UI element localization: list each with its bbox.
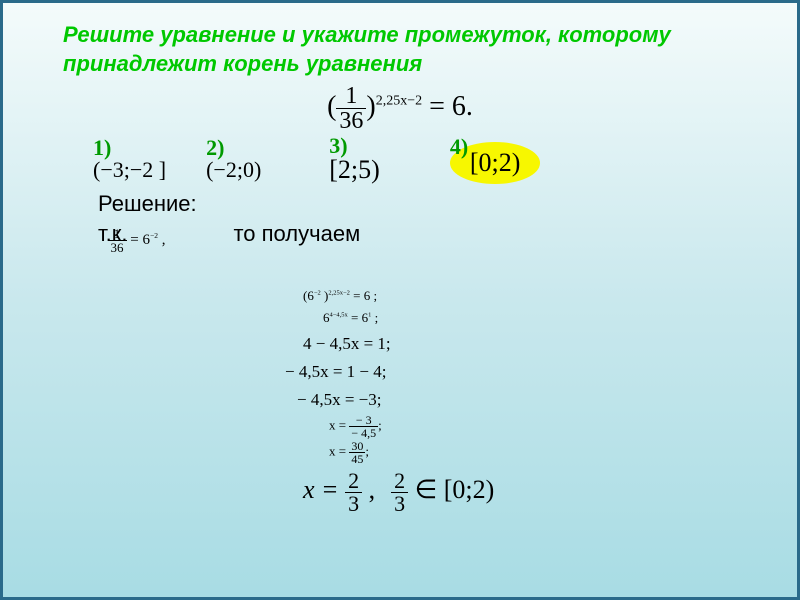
option-3: 3) [2;5) <box>329 141 380 185</box>
tk-exp: −2 <box>150 231 158 240</box>
step-2: 64−4,5x = 61 ; <box>323 308 494 329</box>
step-7: x = 3045; <box>329 440 494 465</box>
bset: [0;2) <box>444 475 495 504</box>
opt2-num: 2) <box>206 135 224 161</box>
step-1: (6−2 )2,25x−2 = 6 ; <box>303 286 494 307</box>
fn: 2 <box>345 470 362 493</box>
tk-den: 36 <box>108 241 127 254</box>
step-4: − 4,5x = 1 − 4; <box>285 358 494 385</box>
opt4-interval: [0;2) <box>470 148 521 177</box>
tk-equation: 136 = 6−2 , <box>108 227 166 254</box>
option-2: 2) (−2;0) <box>206 143 261 183</box>
s1a: (6 <box>303 288 314 303</box>
s2c: ; <box>371 310 378 325</box>
opt3-interval: [2;5) <box>329 155 380 185</box>
s6d: − 4,5 <box>349 427 378 439</box>
frac-den: 36 <box>336 109 366 133</box>
s6s: ; <box>378 418 382 433</box>
since-row: т.к. 136 = 6−2 , то получаем <box>3 221 797 254</box>
lparen: ( <box>327 91 336 122</box>
opt3-num: 3) <box>329 133 347 159</box>
main-exponent: 2,25x−2 <box>376 94 422 109</box>
step-6: x = − 3− 4,5; <box>329 414 494 439</box>
opt4-num: 4) <box>450 134 468 160</box>
bin: ∈ <box>415 475 444 504</box>
then-text: то получаем <box>233 221 360 247</box>
main-fraction: 136 <box>336 84 366 133</box>
s6frac: − 3− 4,5 <box>349 414 378 439</box>
s7s: ; <box>365 444 369 459</box>
s1e2: 2,25x−2 <box>328 290 350 297</box>
s1e1: −2 <box>314 290 321 297</box>
tk-comma: , <box>158 232 166 248</box>
tk-fraction: 136 <box>108 227 127 254</box>
s2b: = 6 <box>348 310 368 325</box>
tk-num: 1 <box>108 227 127 241</box>
flhs: x = <box>303 475 345 504</box>
fc: , <box>362 475 375 504</box>
rparen: ) <box>366 91 375 122</box>
option-1: 1) (−3;−2 ] <box>93 143 166 183</box>
s6l: x = <box>329 418 349 433</box>
bd: 3 <box>391 493 408 515</box>
bn: 2 <box>391 470 408 493</box>
final-eq: x = 23 , <box>303 469 375 515</box>
option-4: 4) [0;2) <box>450 142 541 184</box>
s7d: 45 <box>349 453 365 465</box>
tk-eq: = 6 <box>127 232 150 248</box>
s7l: x = <box>329 444 349 459</box>
final-answer: x = 23 , 23 ∈ [0;2) <box>303 469 494 515</box>
opt1-num: 1) <box>93 135 111 161</box>
step-5: − 4,5x = −3; <box>297 386 494 413</box>
main-equation: (136)2,25x−2 = 6. <box>3 84 797 133</box>
options-row: 1) (−3;−2 ] 2) (−2;0) 3) [2;5) 4) [0;2) <box>3 141 797 185</box>
bfrac: 23 <box>391 470 408 515</box>
step-3: 4 − 4,5x = 1; <box>303 330 494 357</box>
s7frac: 3045 <box>349 440 365 465</box>
slide-title: Решите уравнение и укажите промежуток, к… <box>3 3 797 82</box>
fd: 3 <box>345 493 362 515</box>
solution-label: Решение: <box>3 191 797 217</box>
ffrac: 23 <box>345 470 362 515</box>
main-rhs: = 6. <box>422 91 473 122</box>
s1c: = 6 ; <box>350 288 377 303</box>
slide-container: Решите уравнение и укажите промежуток, к… <box>0 0 800 600</box>
s2e1: 4−4,5x <box>330 311 348 318</box>
work-steps: (6−2 )2,25x−2 = 6 ; 64−4,5x = 61 ; 4 − 4… <box>303 285 494 515</box>
frac-num: 1 <box>336 84 366 109</box>
belongs: 23 ∈ [0;2) <box>391 469 494 515</box>
